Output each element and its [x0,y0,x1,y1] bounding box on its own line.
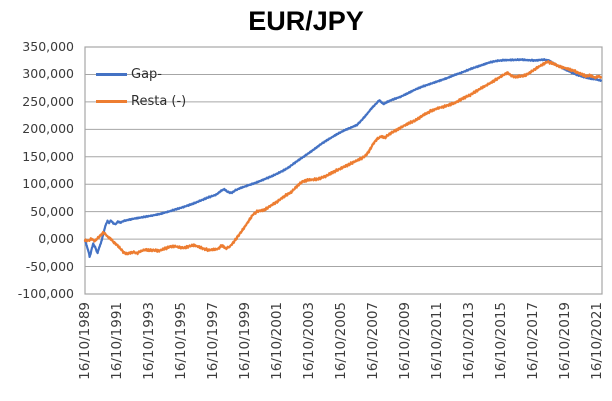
x-axis-tick-label: 16/10/1993 [141,299,157,380]
x-axis-tick-label: 16/10/1997 [205,299,221,380]
x-axis-tick-text: 16/10/2003 [300,302,317,380]
x-axis-tick-label: 16/10/2009 [397,299,413,380]
y-axis-tick-label: 250,000 [22,93,74,109]
x-axis-tick-text: 16/10/2019 [556,302,573,380]
series-line-gap [83,58,603,258]
y-axis-tick-label: 200,000 [22,121,74,137]
x-axis-tick-label: 16/10/2005 [333,299,349,380]
x-axis-tick-label: 16/10/2001 [269,299,285,380]
x-axis-tick-text: 16/10/2021 [588,302,605,380]
x-axis-tick-text: 16/10/2013 [460,302,477,380]
y-axis-tick-label: 300,000 [22,66,74,82]
legend-label-gap: Gap- [131,67,162,82]
chart-title: EUR/JPY [248,6,364,36]
legend-line-swatch-gap [96,73,127,76]
legend-item-gap: Gap- [96,61,186,88]
x-axis-tick-label: 16/10/1995 [173,299,189,380]
x-axis-tick-text: 16/10/1995 [172,302,189,380]
x-axis-tick-label: 16/10/2017 [525,299,541,380]
x-axis-tick-text: 16/10/2007 [364,302,381,380]
x-axis-tick-text: 16/10/2005 [332,302,349,380]
x-axis-tick-label: 16/10/1991 [109,299,125,380]
x-axis-tick-text: 16/10/1997 [204,302,221,380]
x-axis-tick-text: 16/10/2009 [396,302,413,380]
legend-label-resta: Resta (-) [131,94,187,109]
legend-item-resta: Resta (-) [96,88,186,115]
y-axis-tick-label: 0,000 [38,231,74,247]
y-axis-tick-label: 100,000 [22,176,74,192]
x-axis-tick-text: 16/10/1993 [140,302,157,380]
y-axis-tick-label: -50,000 [25,258,74,274]
x-axis-tick-text: 16/10/1989 [77,302,93,380]
x-axis-tick-label: 16/10/2021 [589,299,605,380]
x-axis-tick-label: 16/10/2019 [557,299,573,380]
x-axis-tick-label: 16/10/2007 [365,299,381,380]
y-axis-tick-label: 350,000 [22,39,74,54]
y-axis-tick-label: 50,000 [30,203,74,219]
x-axis-tick-label: 16/10/2013 [461,299,477,380]
legend-line-swatch-resta [96,100,127,103]
x-axis-tick-label: 16/10/1999 [237,299,253,380]
y-axis-tick-label: -100,000 [17,286,74,301]
x-axis-tick-label: 16/10/1989 [77,299,93,380]
x-axis-tick-label: 16/10/2011 [429,299,445,380]
plot-border [84,46,603,295]
x-axis-tick-text: 16/10/2011 [428,302,445,380]
y-axis-tick-label: 150,000 [22,148,74,164]
x-axis-tick-text: 16/10/2001 [268,302,285,380]
x-axis-tick-text: 16/10/2017 [524,302,541,380]
x-axis-tick-text: 16/10/2015 [492,302,509,380]
x-axis-tick-text: 16/10/1999 [236,302,253,380]
x-axis-tick-label: 16/10/2003 [301,299,317,380]
legend: Gap- Resta (-) [96,61,186,115]
x-axis-tick-text: 16/10/1991 [108,302,125,380]
x-axis-tick-label: 16/10/2015 [493,299,509,380]
series-line-resta [83,59,603,256]
